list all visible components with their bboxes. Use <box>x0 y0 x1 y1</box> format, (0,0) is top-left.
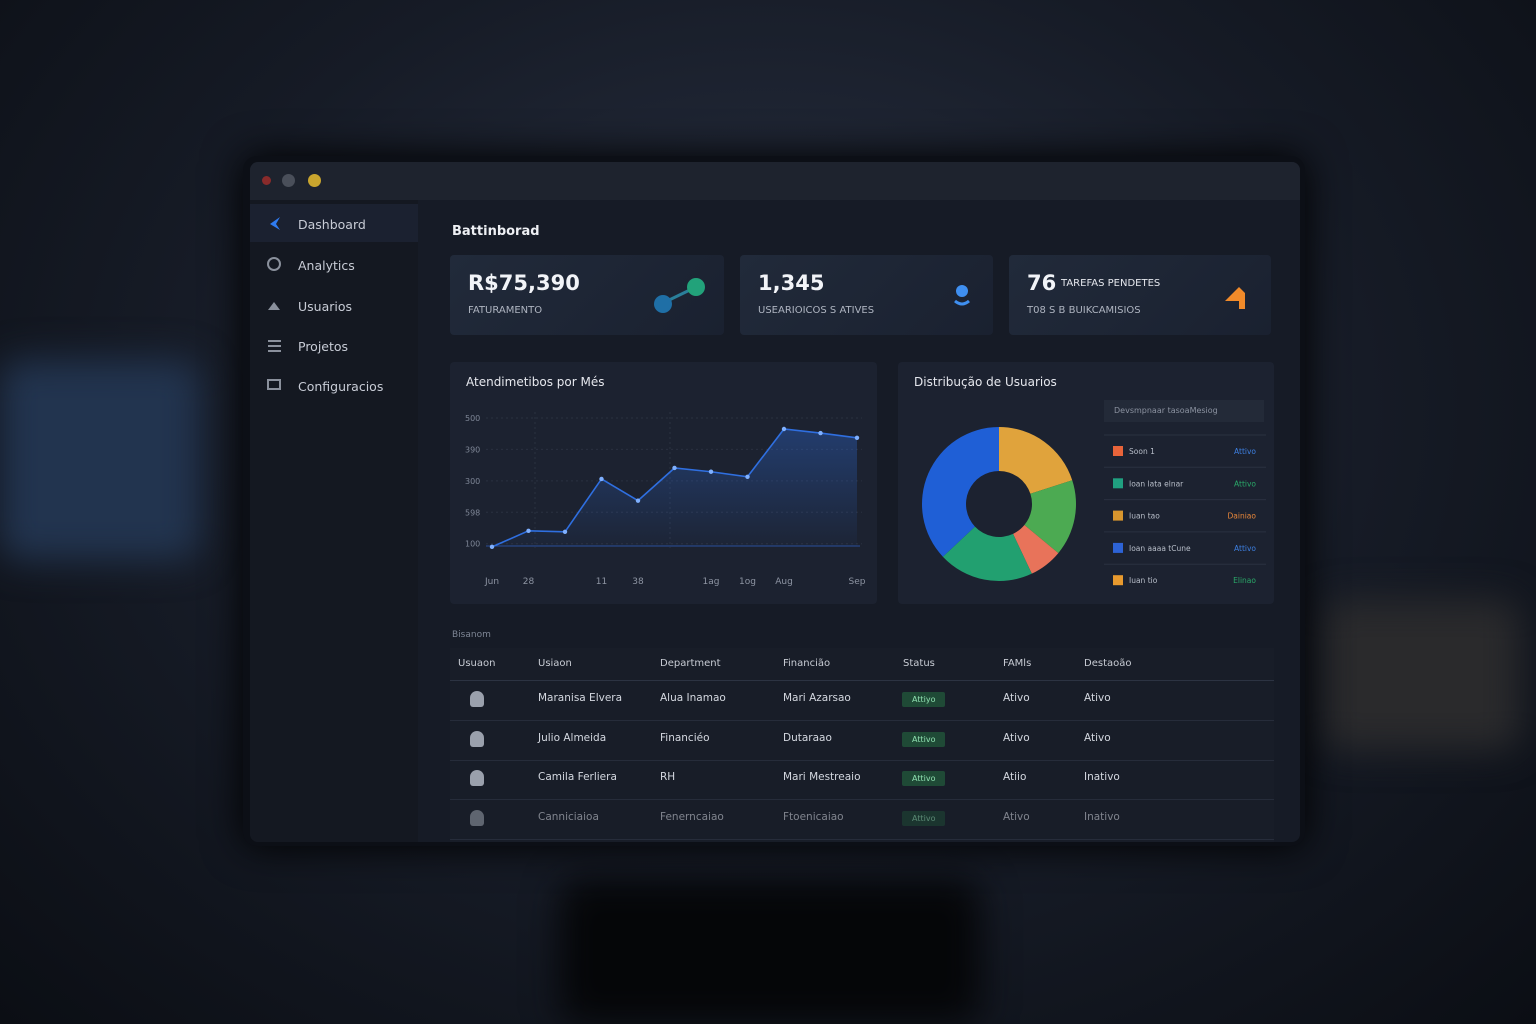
table-cell: Ativo <box>1084 692 1111 704</box>
monitor-stand <box>560 880 980 1024</box>
nav-item[interactable]: Projetos <box>298 339 349 354</box>
kpi-icon <box>1225 287 1245 309</box>
kpi-card: 76 TAREFAS PENDETES T08 S B BUIKCAMISIOS <box>1009 255 1271 335</box>
avatar <box>470 770 484 786</box>
table-cell: Atiio <box>1003 771 1027 783</box>
row-divider <box>450 838 1274 840</box>
avatar <box>470 691 484 707</box>
table-cell: Ativo <box>1003 810 1030 823</box>
legend-header: Devsmpnaar tasoaMesiog <box>1104 400 1264 422</box>
nav-item[interactable]: Dashboard <box>298 217 366 232</box>
kpi-title: TAREFAS PENDETES <box>1061 278 1161 289</box>
status-badge: Attivo <box>902 731 946 747</box>
kpi-value: R$75,390 <box>468 271 580 295</box>
header-divider <box>450 680 1274 681</box>
maximize-dot[interactable] <box>308 174 321 187</box>
table-header: Destaoão <box>1084 658 1132 669</box>
kpi-card: R$75,390 FATURAMENTO <box>450 255 724 335</box>
table-cell: RH <box>660 771 676 783</box>
table-cell: Ftoenicaiao <box>783 810 844 823</box>
table-header: Usiaon <box>538 658 572 669</box>
background-blur <box>0 360 200 560</box>
table-header: Usuaon <box>458 658 496 669</box>
nav-item[interactable]: Usuarios <box>298 299 353 314</box>
app-window: Dashboard Analytics Usuarios Projetos Co… <box>250 162 1300 842</box>
kpi-label: USEARIOICOS S ATIVES <box>758 305 875 316</box>
chart-title: Distribução de Usuarios <box>914 375 1057 389</box>
pie-chart-panel: Distribução de Usuarios Devsmpnaar tasoa… <box>898 362 1274 604</box>
chart-title: Atendimetibos por Més <box>466 375 605 389</box>
sidebar: Dashboard Analytics Usuarios Projetos Co… <box>250 200 418 842</box>
table-cell: Ativo <box>1084 731 1111 744</box>
kpi-icon <box>654 278 705 313</box>
table-header: FAMls <box>1003 658 1032 669</box>
kpi-value: 76 <box>1027 271 1057 295</box>
table-cell: Fenerncaiao <box>660 810 724 823</box>
table-cell: Maranisa Elvera <box>538 692 623 704</box>
table-cell: Camila Ferliera <box>538 771 617 783</box>
page-title: Battinborad <box>452 224 540 239</box>
minimize-dot[interactable] <box>282 174 295 187</box>
table-cell: Dutaraao <box>783 731 832 744</box>
avatar <box>470 730 484 747</box>
avatar <box>470 809 484 826</box>
background-blur <box>1320 600 1520 750</box>
table-cell: Alua Inamao <box>660 692 726 704</box>
table-cell: Mari Azarsao <box>783 692 851 704</box>
status-badge: Attivo <box>902 771 946 786</box>
table-cell: Julio Almeida <box>538 731 607 744</box>
table-header: Department <box>660 658 721 669</box>
kpi-value: 1,345 <box>758 271 825 295</box>
table-cell: Inativo <box>1084 771 1120 783</box>
status-badge: Attivo <box>902 810 946 826</box>
table-cell: Ativo <box>1003 731 1030 744</box>
table-cell: Canniciaioa <box>538 810 599 823</box>
table-cell: Mari Mestreaio <box>783 771 861 783</box>
table-caption: Bisanom <box>452 630 491 640</box>
row-divider <box>450 759 1274 761</box>
line-chart-panel: Atendimetibos por Més <box>450 362 877 604</box>
nav-item[interactable]: Analytics <box>298 258 355 273</box>
table-cell: Ativo <box>1003 692 1030 704</box>
kpi-label: FATURAMENTO <box>468 305 543 316</box>
nav-active <box>250 204 418 242</box>
nav-item[interactable]: Configuracios <box>298 379 384 394</box>
kpi-icon <box>954 285 970 306</box>
kpi-card: 1,345 USEARIOICOS S ATIVES <box>740 255 993 335</box>
row-divider <box>450 720 1274 721</box>
kpi-label: T08 S B BUIKCAMISIOS <box>1027 305 1141 316</box>
nav-icons <box>267 217 281 390</box>
title-bar <box>250 162 1300 200</box>
table-cell: Inativo <box>1084 810 1120 823</box>
close-dot[interactable] <box>262 176 271 185</box>
row-divider <box>450 799 1274 800</box>
table-header: Financião <box>783 658 831 669</box>
table-cell: Financiéo <box>660 731 710 744</box>
status-badge: Attiyo <box>902 692 946 707</box>
table-header: Status <box>903 658 935 669</box>
